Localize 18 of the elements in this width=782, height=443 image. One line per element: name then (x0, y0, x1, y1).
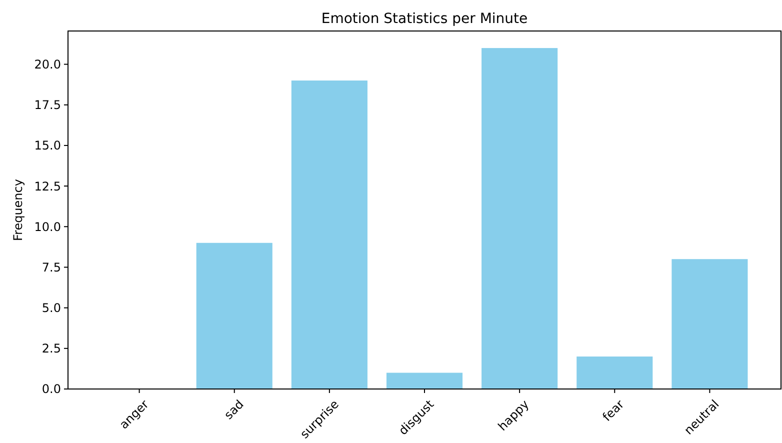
x-tick-label: sad (222, 397, 246, 422)
y-tick-label: 7.5 (42, 260, 61, 274)
y-tick-label: 20.0 (34, 57, 61, 72)
bar (291, 80, 368, 389)
bar (672, 259, 748, 389)
bar (386, 372, 463, 389)
bar (482, 48, 558, 389)
bar (576, 356, 653, 389)
y-tick-label: 5.0 (42, 301, 61, 316)
y-tick-label: 10.0 (34, 220, 61, 234)
chart-title: Emotion Statistics per Minute (321, 11, 528, 27)
y-tick-label: 17.5 (34, 98, 61, 112)
y-tick-label: 2.5 (42, 342, 61, 356)
bar (196, 242, 272, 389)
y-tick-label: 0.0 (42, 382, 61, 396)
y-tick-label: 15.0 (34, 138, 61, 153)
y-tick-label: 12.5 (34, 179, 61, 194)
y-axis-title: Frequency (11, 179, 25, 241)
